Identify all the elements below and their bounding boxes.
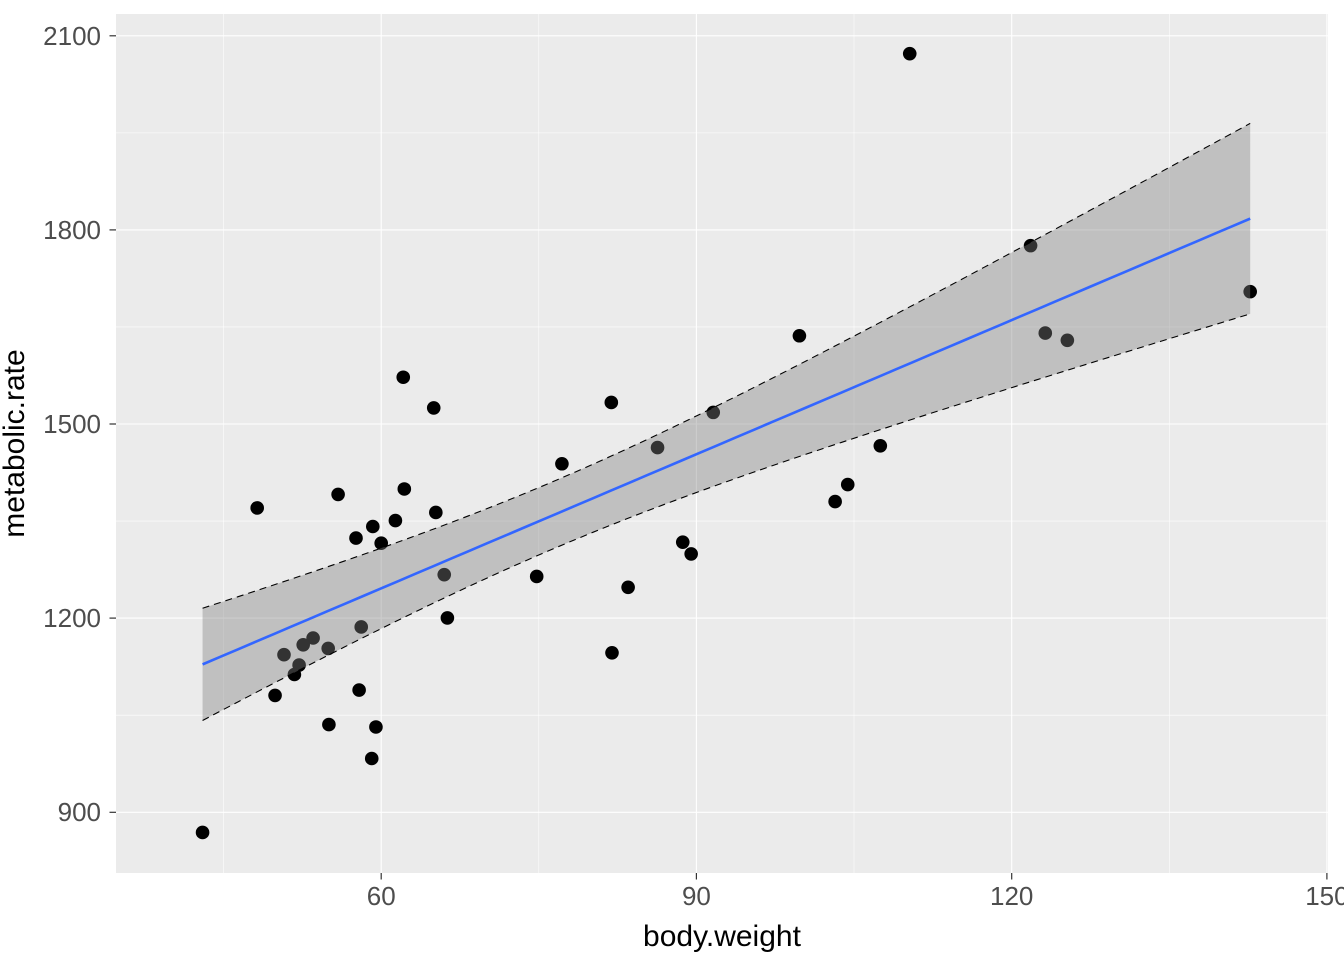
svg-text:1200: 1200 <box>43 603 101 633</box>
svg-text:body.weight: body.weight <box>643 920 802 953</box>
svg-text:1800: 1800 <box>43 215 101 245</box>
svg-text:1500: 1500 <box>43 409 101 439</box>
svg-text:900: 900 <box>58 797 101 827</box>
svg-text:120: 120 <box>990 881 1033 911</box>
svg-text:60: 60 <box>367 881 396 911</box>
svg-text:metabolic.rate: metabolic.rate <box>0 349 31 537</box>
svg-text:90: 90 <box>682 881 711 911</box>
svg-text:2100: 2100 <box>43 21 101 51</box>
svg-text:150: 150 <box>1305 881 1344 911</box>
